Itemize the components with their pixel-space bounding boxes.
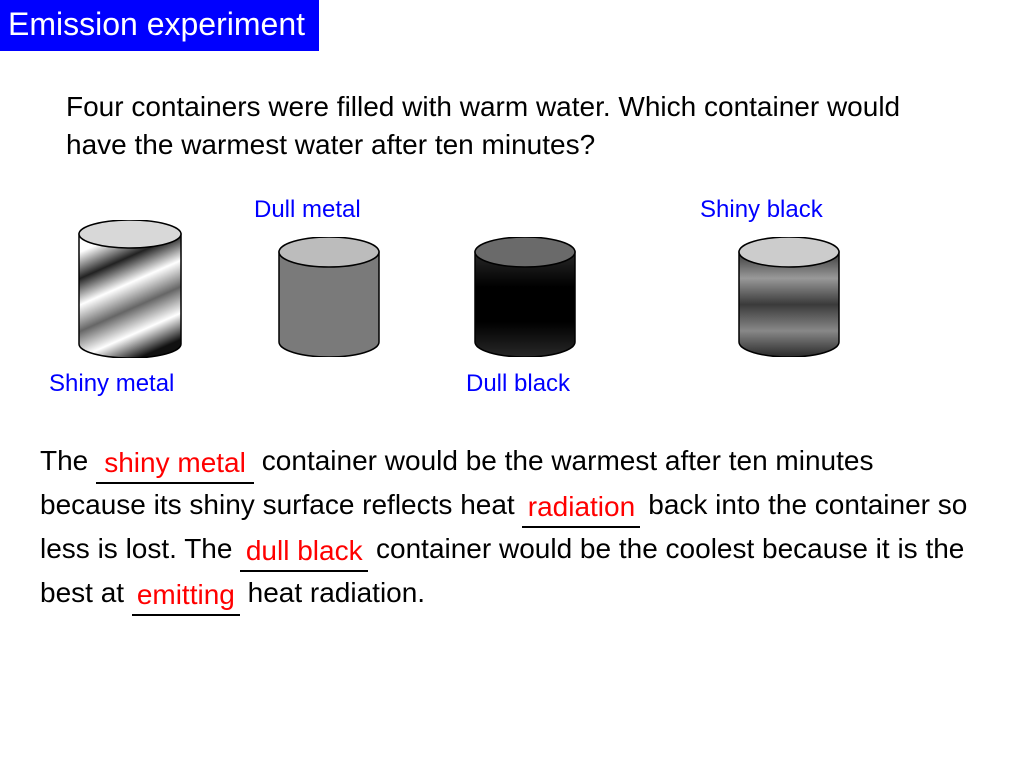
answer-text: heat radiation. — [240, 577, 425, 608]
answer-text: The — [40, 445, 96, 476]
blank-4-fill: emitting — [137, 579, 235, 610]
blank-3: dull black — [240, 528, 368, 572]
cylinder-label: Shiny black — [700, 196, 823, 224]
cylinder-label: Dull metal — [254, 196, 361, 224]
blank-2-fill: radiation — [528, 491, 635, 522]
blank-3-fill: dull black — [246, 535, 363, 566]
slide-title: Emission experiment — [8, 6, 305, 42]
cylinder — [474, 237, 576, 362]
blank-4: emitting — [132, 572, 240, 616]
question-text: Four containers were filled with warm wa… — [66, 88, 946, 164]
cylinder — [78, 220, 182, 363]
cylinder-label: Dull black — [466, 370, 570, 398]
slide-title-bar: Emission experiment — [0, 0, 319, 51]
blank-2: radiation — [522, 484, 640, 528]
blank-1-fill: shiny metal — [104, 447, 246, 478]
answer-paragraph: The shiny metal container would be the w… — [40, 440, 980, 616]
cylinder — [738, 237, 840, 362]
blank-1: shiny metal — [96, 440, 254, 484]
cylinder-label: Shiny metal — [49, 370, 174, 398]
cylinder — [278, 237, 380, 362]
